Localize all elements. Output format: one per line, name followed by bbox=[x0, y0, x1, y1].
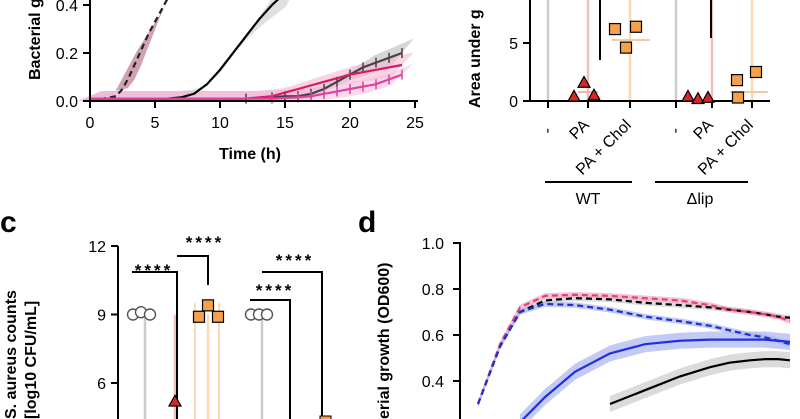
c-point-square bbox=[201, 299, 215, 312]
top-right-point-square bbox=[619, 41, 633, 54]
top-left-xtick-label: 5 bbox=[151, 115, 160, 132]
top-right-ytick-label: 5 bbox=[509, 36, 518, 53]
c-ytick-label: 6 bbox=[97, 376, 106, 393]
d-line-2 bbox=[476, 293, 791, 405]
top-right-point-square bbox=[731, 91, 745, 104]
top-left-ytick-label: 0.2 bbox=[56, 46, 78, 63]
c-stars-1: **** bbox=[135, 261, 173, 280]
top-left-band-2 bbox=[78, 0, 290, 101]
top-right-ytick-label: 0 bbox=[509, 94, 518, 111]
top-left-band-1 bbox=[78, 0, 168, 101]
top-left-xtick-label: 15 bbox=[276, 115, 294, 132]
c-point-square bbox=[319, 415, 332, 419]
d-line-5 bbox=[609, 358, 791, 406]
top-right-category-label: - bbox=[667, 128, 684, 133]
top-left-xtick-label: 0 bbox=[86, 115, 95, 132]
top-left-ytick-label: 0.4 bbox=[56, 0, 78, 15]
c-point-triangle bbox=[167, 394, 183, 407]
top-right-point-square bbox=[629, 20, 643, 33]
d-ylabel: erial growth (OD600) bbox=[376, 263, 393, 419]
d-band-5 bbox=[610, 351, 790, 413]
d-ytick-label: 1.0 bbox=[422, 236, 444, 253]
top-right-yticks: 05 bbox=[509, 36, 530, 111]
d-line-4 bbox=[521, 338, 791, 419]
top-left-xtick-label: 20 bbox=[341, 115, 359, 132]
c-stars-3: **** bbox=[256, 281, 294, 300]
top-right-ylabel: Area under g bbox=[467, 9, 484, 108]
top-left-line-1 bbox=[90, 0, 169, 100]
top-right-points bbox=[566, 20, 763, 105]
c-bracket-4 bbox=[262, 271, 323, 419]
c-point-circle bbox=[143, 308, 157, 321]
top-left-ylabel: Bacterial g bbox=[27, 0, 44, 80]
d-band-4 bbox=[520, 331, 790, 419]
c-bracket-3 bbox=[250, 299, 291, 419]
d-ytick-label: 0.6 bbox=[422, 328, 444, 345]
top-right-point-triangle bbox=[586, 87, 602, 101]
c-ytick-label: 9 bbox=[97, 308, 106, 325]
c-bars bbox=[143, 303, 264, 419]
c-ylabel-line1: S. aureus counts bbox=[3, 290, 20, 419]
c-point-square bbox=[211, 310, 225, 323]
d-lines bbox=[476, 293, 791, 419]
top-left-xtick-label: 25 bbox=[406, 115, 424, 132]
top-right-category-label: - bbox=[539, 128, 556, 133]
d-ytick-label: 0.4 bbox=[422, 374, 444, 391]
top-right-point-square bbox=[749, 65, 763, 79]
top-right-category-label: PA bbox=[691, 117, 718, 144]
panel-label-c: c bbox=[0, 206, 17, 239]
c-point-square bbox=[192, 310, 206, 323]
d-line-3 bbox=[476, 302, 791, 405]
top-left-ytick-label: 0.0 bbox=[56, 94, 78, 111]
top-right-point-triangle bbox=[566, 89, 582, 102]
c-stars-4: **** bbox=[276, 251, 314, 270]
d-yticks: 0.4 0.6 0.8 1.0 bbox=[422, 236, 460, 391]
top-left-xtick-label: 10 bbox=[211, 115, 229, 132]
top-right-point-square bbox=[730, 74, 744, 87]
top-right-point-square bbox=[608, 22, 622, 36]
c-ylabel-line2: [log10 CFU/mL] bbox=[23, 301, 40, 419]
panel-c: c S. aureus counts [log10 CFU/mL] 6 9 12 *… bbox=[0, 206, 332, 419]
panel-d: d erial growth (OD600) 0.4 0.6 0.8 1.0 bbox=[358, 206, 791, 419]
c-bracket-2 bbox=[177, 255, 209, 285]
d-band-3 bbox=[478, 301, 790, 407]
top-right-point-triangle bbox=[700, 90, 716, 103]
c-yticks: 6 9 12 bbox=[88, 239, 118, 393]
panel-top-left: Bacterial g 0 5 10 15 20 25 0.0 0.2 0.4 Time (h… bbox=[27, 0, 424, 163]
c-stars-2: **** bbox=[186, 233, 224, 252]
top-right-point-triangle bbox=[680, 89, 696, 102]
top-left-lines bbox=[90, 0, 403, 104]
top-left-xlabel: Time (h) bbox=[219, 146, 281, 163]
top-left-yticks: 0.0 0.2 0.4 bbox=[56, 0, 90, 111]
dlip-group-label: Δlip bbox=[687, 191, 714, 208]
wt-group-label: WT bbox=[576, 191, 601, 208]
d-ytick-label: 0.8 bbox=[422, 282, 444, 299]
c-point-circle bbox=[260, 308, 274, 321]
top-right-point-triangle bbox=[576, 75, 592, 88]
top-right-category-label: PA bbox=[567, 117, 594, 144]
panel-label-d: d bbox=[358, 206, 376, 239]
c-bracket-1 bbox=[132, 271, 178, 419]
c-ytick-label: 12 bbox=[88, 239, 106, 256]
top-left-xticks: 0 5 10 15 20 25 bbox=[86, 101, 424, 132]
c-points bbox=[126, 299, 332, 419]
top-right-point-triangle bbox=[690, 91, 706, 105]
